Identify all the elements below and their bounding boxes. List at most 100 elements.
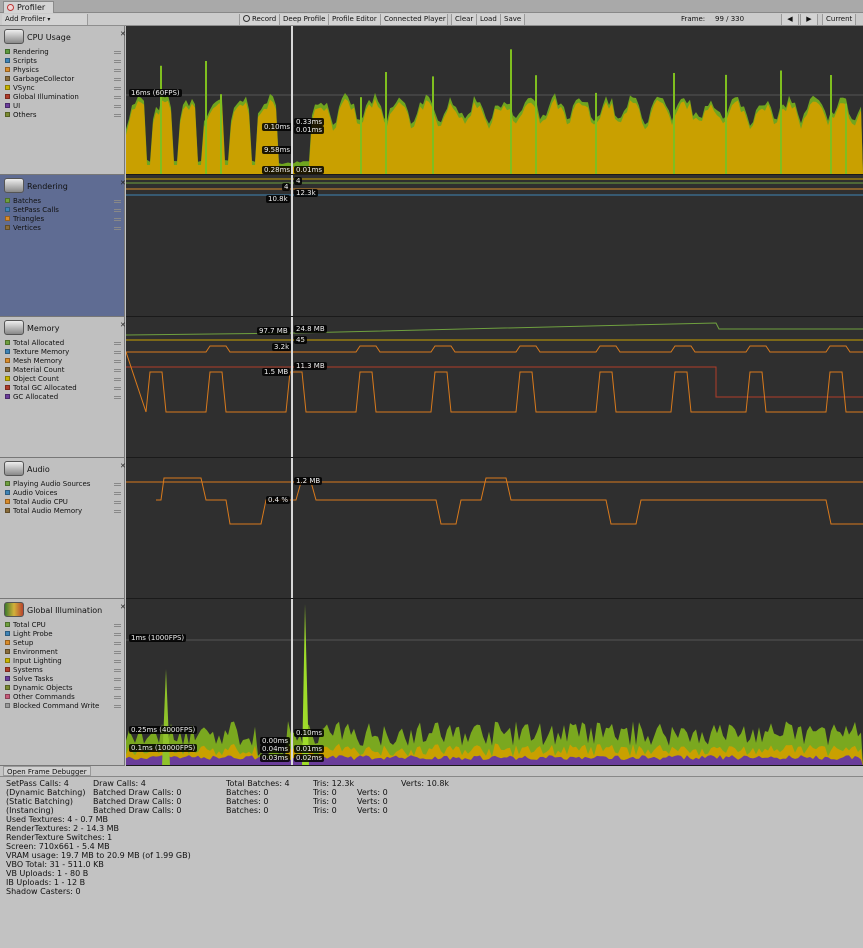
- legend-item[interactable]: Blocked Command Write: [5, 702, 123, 711]
- drag-handle-icon[interactable]: [114, 114, 121, 117]
- close-icon[interactable]: ✕: [120, 462, 126, 470]
- legend-item[interactable]: Total CPU: [5, 621, 123, 630]
- legend-item[interactable]: Global Illumination: [5, 93, 123, 102]
- close-icon[interactable]: ✕: [120, 30, 126, 38]
- legend-item[interactable]: Vertices: [5, 224, 123, 233]
- legend-color-swatch[interactable]: [5, 703, 10, 708]
- drag-handle-icon[interactable]: [114, 669, 121, 672]
- legend-item[interactable]: Setup: [5, 639, 123, 648]
- drag-handle-icon[interactable]: [114, 492, 121, 495]
- frame-cursor[interactable]: [291, 175, 293, 316]
- open-frame-debugger-button[interactable]: Open Frame Debugger: [3, 766, 91, 776]
- legend-color-swatch[interactable]: [5, 367, 10, 372]
- audio-module-sidebar[interactable]: Audio ✕ Playing Audio Sources Audio Voice…: [0, 458, 126, 599]
- rendering-module-sidebar[interactable]: Rendering ✕ Batches SetPass Calls Triangle…: [0, 175, 126, 317]
- legend-item[interactable]: Dynamic Objects: [5, 684, 123, 693]
- legend-item[interactable]: Batches: [5, 197, 123, 206]
- legend-color-swatch[interactable]: [5, 622, 10, 627]
- legend-color-swatch[interactable]: [5, 112, 10, 117]
- cpu-chart[interactable]: 16ms (60FPS) 0.10ms 0.33ms 0.01ms 9.58ms…: [126, 26, 863, 175]
- frame-cursor[interactable]: [291, 26, 293, 174]
- legend-item[interactable]: Input Lighting: [5, 657, 123, 666]
- legend-item[interactable]: Light Probe: [5, 630, 123, 639]
- legend-item[interactable]: SetPass Calls: [5, 206, 123, 215]
- legend-color-swatch[interactable]: [5, 640, 10, 645]
- rendering-chart[interactable]: 4 4 12.3k 10.8k: [126, 175, 863, 317]
- legend-item[interactable]: Texture Memory: [5, 348, 123, 357]
- legend-color-swatch[interactable]: [5, 694, 10, 699]
- legend-item[interactable]: Solve Tasks: [5, 675, 123, 684]
- connected-player-dropdown[interactable]: Connected Player: [380, 14, 448, 25]
- cpu-module-sidebar[interactable]: CPU Usage ✕ Rendering Scripts Physics Garba…: [0, 26, 126, 175]
- drag-handle-icon[interactable]: [114, 218, 121, 221]
- legend-color-swatch[interactable]: [5, 481, 10, 486]
- legend-color-swatch[interactable]: [5, 340, 10, 345]
- legend-item[interactable]: Total Audio CPU: [5, 498, 123, 507]
- gi-module-sidebar[interactable]: Global Illumination ✕ Total CPU Light Pro…: [0, 599, 126, 766]
- drag-handle-icon[interactable]: [114, 642, 121, 645]
- legend-color-swatch[interactable]: [5, 103, 10, 108]
- current-frame-button[interactable]: Current: [822, 14, 857, 25]
- drag-handle-icon[interactable]: [114, 501, 121, 504]
- legend-item[interactable]: Others: [5, 111, 123, 120]
- legend-item[interactable]: GC Allocated: [5, 393, 123, 402]
- profiler-tab[interactable]: Profiler: [3, 1, 55, 13]
- drag-handle-icon[interactable]: [114, 342, 121, 345]
- drag-handle-icon[interactable]: [114, 69, 121, 72]
- close-icon[interactable]: ✕: [120, 603, 126, 611]
- legend-color-swatch[interactable]: [5, 394, 10, 399]
- legend-item[interactable]: GarbageCollector: [5, 75, 123, 84]
- drag-handle-icon[interactable]: [114, 651, 121, 654]
- legend-color-swatch[interactable]: [5, 58, 10, 63]
- save-button[interactable]: Save: [500, 14, 526, 25]
- legend-color-swatch[interactable]: [5, 85, 10, 90]
- legend-color-swatch[interactable]: [5, 385, 10, 390]
- drag-handle-icon[interactable]: [114, 624, 121, 627]
- drag-handle-icon[interactable]: [114, 705, 121, 708]
- drag-handle-icon[interactable]: [114, 678, 121, 681]
- legend-color-swatch[interactable]: [5, 76, 10, 81]
- legend-color-swatch[interactable]: [5, 667, 10, 672]
- drag-handle-icon[interactable]: [114, 360, 121, 363]
- gi-chart[interactable]: 1ms (1000FPS) 0.25ms (4000FPS) 0.1ms (10…: [126, 599, 863, 766]
- legend-color-swatch[interactable]: [5, 49, 10, 54]
- legend-color-swatch[interactable]: [5, 198, 10, 203]
- legend-item[interactable]: Rendering: [5, 48, 123, 57]
- legend-color-swatch[interactable]: [5, 649, 10, 654]
- drag-handle-icon[interactable]: [114, 351, 121, 354]
- next-frame-button[interactable]: ▶: [800, 14, 818, 25]
- legend-item[interactable]: Other Commands: [5, 693, 123, 702]
- legend-color-swatch[interactable]: [5, 685, 10, 690]
- drag-handle-icon[interactable]: [114, 78, 121, 81]
- drag-handle-icon[interactable]: [114, 696, 121, 699]
- legend-color-swatch[interactable]: [5, 676, 10, 681]
- frame-cursor[interactable]: [291, 458, 293, 598]
- close-icon[interactable]: ✕: [120, 321, 126, 329]
- drag-handle-icon[interactable]: [114, 209, 121, 212]
- audio-chart[interactable]: 1.2 MB 0.4 %: [126, 458, 863, 599]
- legend-color-swatch[interactable]: [5, 508, 10, 513]
- close-icon[interactable]: ✕: [120, 179, 126, 187]
- drag-handle-icon[interactable]: [114, 510, 121, 513]
- legend-item[interactable]: Playing Audio Sources: [5, 480, 123, 489]
- load-button[interactable]: Load: [476, 14, 501, 25]
- legend-item[interactable]: VSync: [5, 84, 123, 93]
- drag-handle-icon[interactable]: [114, 483, 121, 486]
- drag-handle-icon[interactable]: [114, 378, 121, 381]
- legend-color-swatch[interactable]: [5, 499, 10, 504]
- drag-handle-icon[interactable]: [114, 633, 121, 636]
- drag-handle-icon[interactable]: [114, 387, 121, 390]
- drag-handle-icon[interactable]: [114, 369, 121, 372]
- legend-item[interactable]: UI: [5, 102, 123, 111]
- profile-editor-button[interactable]: Profile Editor: [328, 14, 381, 25]
- legend-item[interactable]: Audio Voices: [5, 489, 123, 498]
- drag-handle-icon[interactable]: [114, 51, 121, 54]
- legend-color-swatch[interactable]: [5, 216, 10, 221]
- frame-cursor[interactable]: [291, 317, 293, 457]
- legend-color-swatch[interactable]: [5, 358, 10, 363]
- legend-item[interactable]: Total Allocated: [5, 339, 123, 348]
- legend-color-swatch[interactable]: [5, 490, 10, 495]
- clear-button[interactable]: Clear: [451, 14, 478, 25]
- frame-cursor[interactable]: [291, 599, 293, 765]
- prev-frame-button[interactable]: ◀: [781, 14, 799, 25]
